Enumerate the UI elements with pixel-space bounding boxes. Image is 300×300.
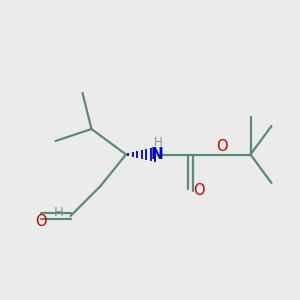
Text: H: H — [54, 206, 64, 219]
Text: O: O — [216, 139, 228, 154]
Text: O: O — [193, 183, 205, 198]
Text: O: O — [35, 214, 46, 229]
Text: N: N — [151, 147, 164, 162]
Text: H: H — [153, 136, 162, 149]
